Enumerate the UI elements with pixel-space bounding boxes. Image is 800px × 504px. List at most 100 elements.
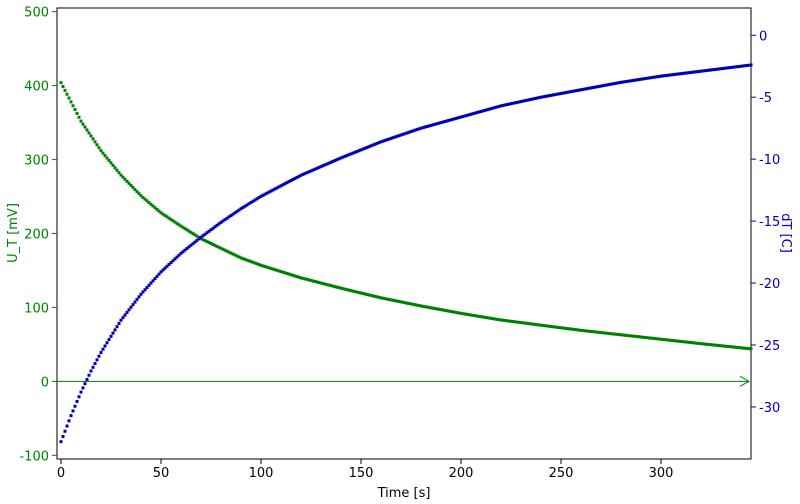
- dt-point: [317, 165, 321, 169]
- y-axis-left-title: U_T [mV]: [6, 203, 21, 263]
- u-t-point: [651, 336, 655, 340]
- dt-point: [627, 79, 631, 83]
- u-t-point: [117, 171, 121, 175]
- dt-point: [279, 184, 283, 188]
- u-t-point: [337, 286, 341, 290]
- u-t-point: [73, 108, 77, 112]
- u-t-point: [663, 338, 667, 342]
- u-t-point: [77, 115, 81, 119]
- dt-point: [409, 130, 413, 134]
- u-t-point: [657, 337, 661, 341]
- dt-point: [287, 180, 291, 184]
- u-t-point: [347, 288, 351, 292]
- dt-point: [633, 78, 637, 82]
- dt-point: [429, 123, 433, 127]
- dt-point: [415, 128, 419, 132]
- dt-point: [129, 305, 133, 309]
- u-t-point: [321, 282, 325, 286]
- dt-point: [557, 92, 561, 96]
- u-t-point: [443, 308, 447, 312]
- dt-point: [425, 125, 429, 129]
- u-t-point: [107, 158, 111, 162]
- dt-point: [257, 196, 261, 200]
- u-t-point: [373, 294, 377, 298]
- u-t-point: [237, 255, 241, 259]
- dt-point: [727, 66, 731, 70]
- dt-point: [365, 145, 369, 149]
- dt-point: [131, 303, 135, 307]
- dt-point: [311, 168, 315, 172]
- u-t-point: [735, 345, 739, 349]
- dt-point: [127, 308, 131, 312]
- dt-point: [529, 97, 533, 101]
- dt-point: [421, 126, 425, 130]
- u-t-point: [207, 241, 211, 245]
- dt-point: [81, 386, 85, 390]
- dt-point: [547, 94, 551, 98]
- dt-point: [115, 325, 119, 329]
- u-t-point: [215, 244, 219, 248]
- u-t-point: [223, 248, 227, 252]
- dt-point: [499, 104, 503, 108]
- dt-point: [367, 145, 371, 149]
- dt-point: [565, 90, 569, 94]
- dt-point: [109, 334, 113, 338]
- dt-point: [441, 120, 445, 124]
- dt-point: [329, 160, 333, 164]
- dt-point: [201, 234, 205, 238]
- u-t-point: [75, 111, 79, 115]
- u-t-point: [499, 318, 503, 322]
- u-t-point: [221, 247, 225, 251]
- dt-point: [399, 133, 403, 137]
- dt-point: [517, 100, 521, 104]
- dt-point: [599, 84, 603, 88]
- u-t-point: [601, 331, 605, 335]
- u-t-point: [565, 327, 569, 331]
- u-t-point: [517, 320, 521, 324]
- u-t-point: [695, 341, 699, 345]
- u-t-point: [485, 316, 489, 320]
- dt-point: [511, 101, 515, 105]
- dt-point: [361, 147, 365, 151]
- u-t-point: [193, 233, 197, 237]
- u-t-point: [307, 278, 311, 282]
- dt-point: [155, 274, 159, 278]
- dt-point: [679, 72, 683, 76]
- dt-point: [597, 84, 601, 88]
- dt-point: [163, 266, 167, 270]
- dt-point: [731, 65, 735, 69]
- u-t-point: [667, 338, 671, 342]
- u-t-point: [537, 323, 541, 327]
- u-t-point: [571, 327, 575, 331]
- u-t-point: [685, 340, 689, 344]
- u-t-point: [105, 156, 109, 160]
- dt-point: [709, 68, 713, 72]
- u-t-point: [389, 298, 393, 302]
- u-t-point: [287, 272, 291, 276]
- dt-point: [739, 64, 743, 68]
- dt-point: [273, 187, 277, 191]
- dt-point: [153, 277, 157, 281]
- u-t-point: [325, 283, 329, 287]
- dt-point: [171, 259, 175, 263]
- u-t-point: [545, 324, 549, 328]
- u-t-point: [593, 330, 597, 334]
- dt-point: [449, 118, 453, 122]
- dt-point: [91, 365, 95, 369]
- u-t-point: [711, 343, 715, 347]
- dt-point: [549, 93, 553, 97]
- dt-point: [699, 69, 703, 73]
- u-t-point: [213, 243, 217, 247]
- dt-point: [497, 104, 501, 108]
- u-t-point: [115, 168, 119, 172]
- u-t-point: [79, 119, 83, 123]
- u-t-point: [741, 346, 745, 350]
- dt-point: [313, 167, 317, 171]
- u-t-point: [543, 324, 547, 328]
- u-t-point: [467, 313, 471, 317]
- dt-point: [341, 155, 345, 159]
- dt-point: [531, 97, 535, 101]
- dt-point: [527, 98, 531, 102]
- u-t-point: [595, 330, 599, 334]
- dt-point: [489, 107, 493, 111]
